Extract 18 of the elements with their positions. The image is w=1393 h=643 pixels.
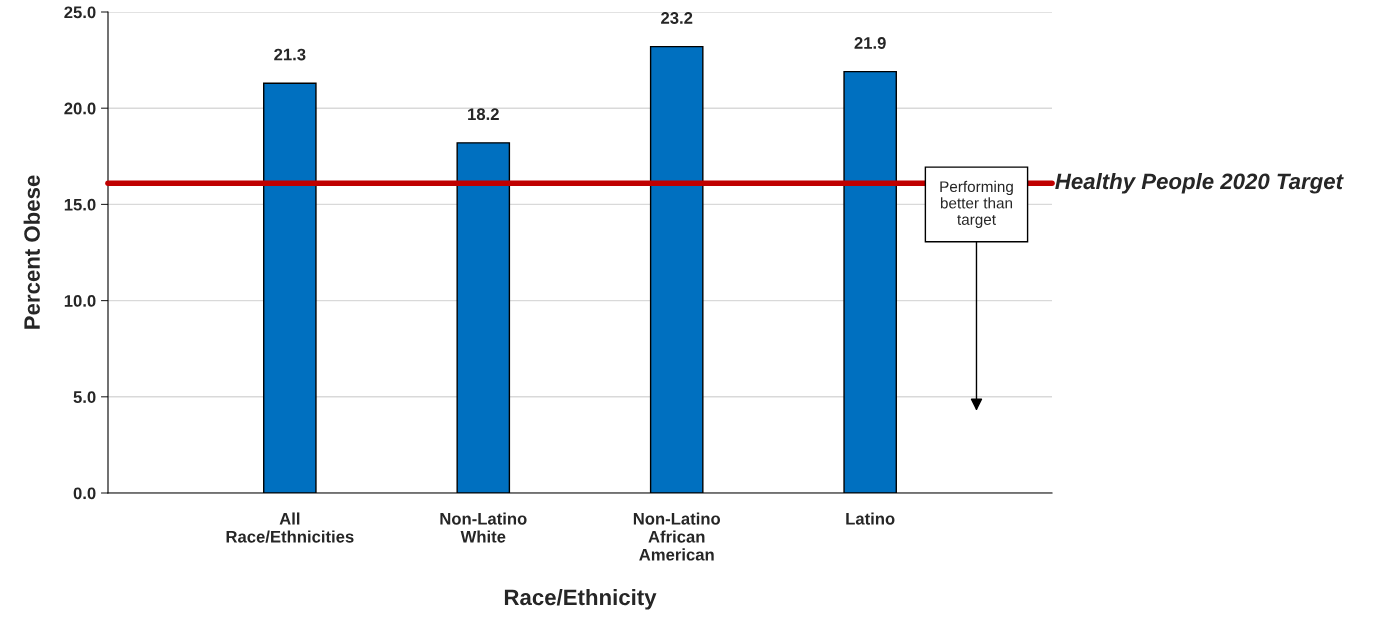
x-tick-label: Latino bbox=[846, 512, 895, 525]
x-tick-label: Non-Latino African American bbox=[633, 512, 721, 561]
y-tick-label: 5.0 bbox=[73, 391, 96, 403]
y-tick-label: 0.0 bbox=[73, 487, 96, 500]
y-tick-label: 15.0 bbox=[64, 198, 96, 211]
data-label: 21.3 bbox=[274, 48, 306, 61]
data-label: 23.2 bbox=[661, 12, 693, 24]
x-tick-label: Non-Latino White bbox=[440, 512, 527, 543]
y-axis-title: Percent Obese bbox=[23, 175, 40, 329]
y-tick-label: 20.0 bbox=[64, 102, 96, 115]
data-label: 18.2 bbox=[468, 108, 499, 121]
y-tick-label: 10.0 bbox=[64, 295, 96, 307]
data-label: 21.9 bbox=[854, 37, 886, 49]
x-axis-title: Race/Ethnicity bbox=[504, 588, 657, 610]
x-tick-label: All Race/Ethnicities bbox=[226, 512, 354, 543]
annotation: Performing better than target bbox=[940, 180, 1013, 228]
y-tick-label: 25.0 bbox=[64, 6, 96, 19]
ref-line-label: Healthy People 2020 Target bbox=[1055, 172, 1344, 194]
